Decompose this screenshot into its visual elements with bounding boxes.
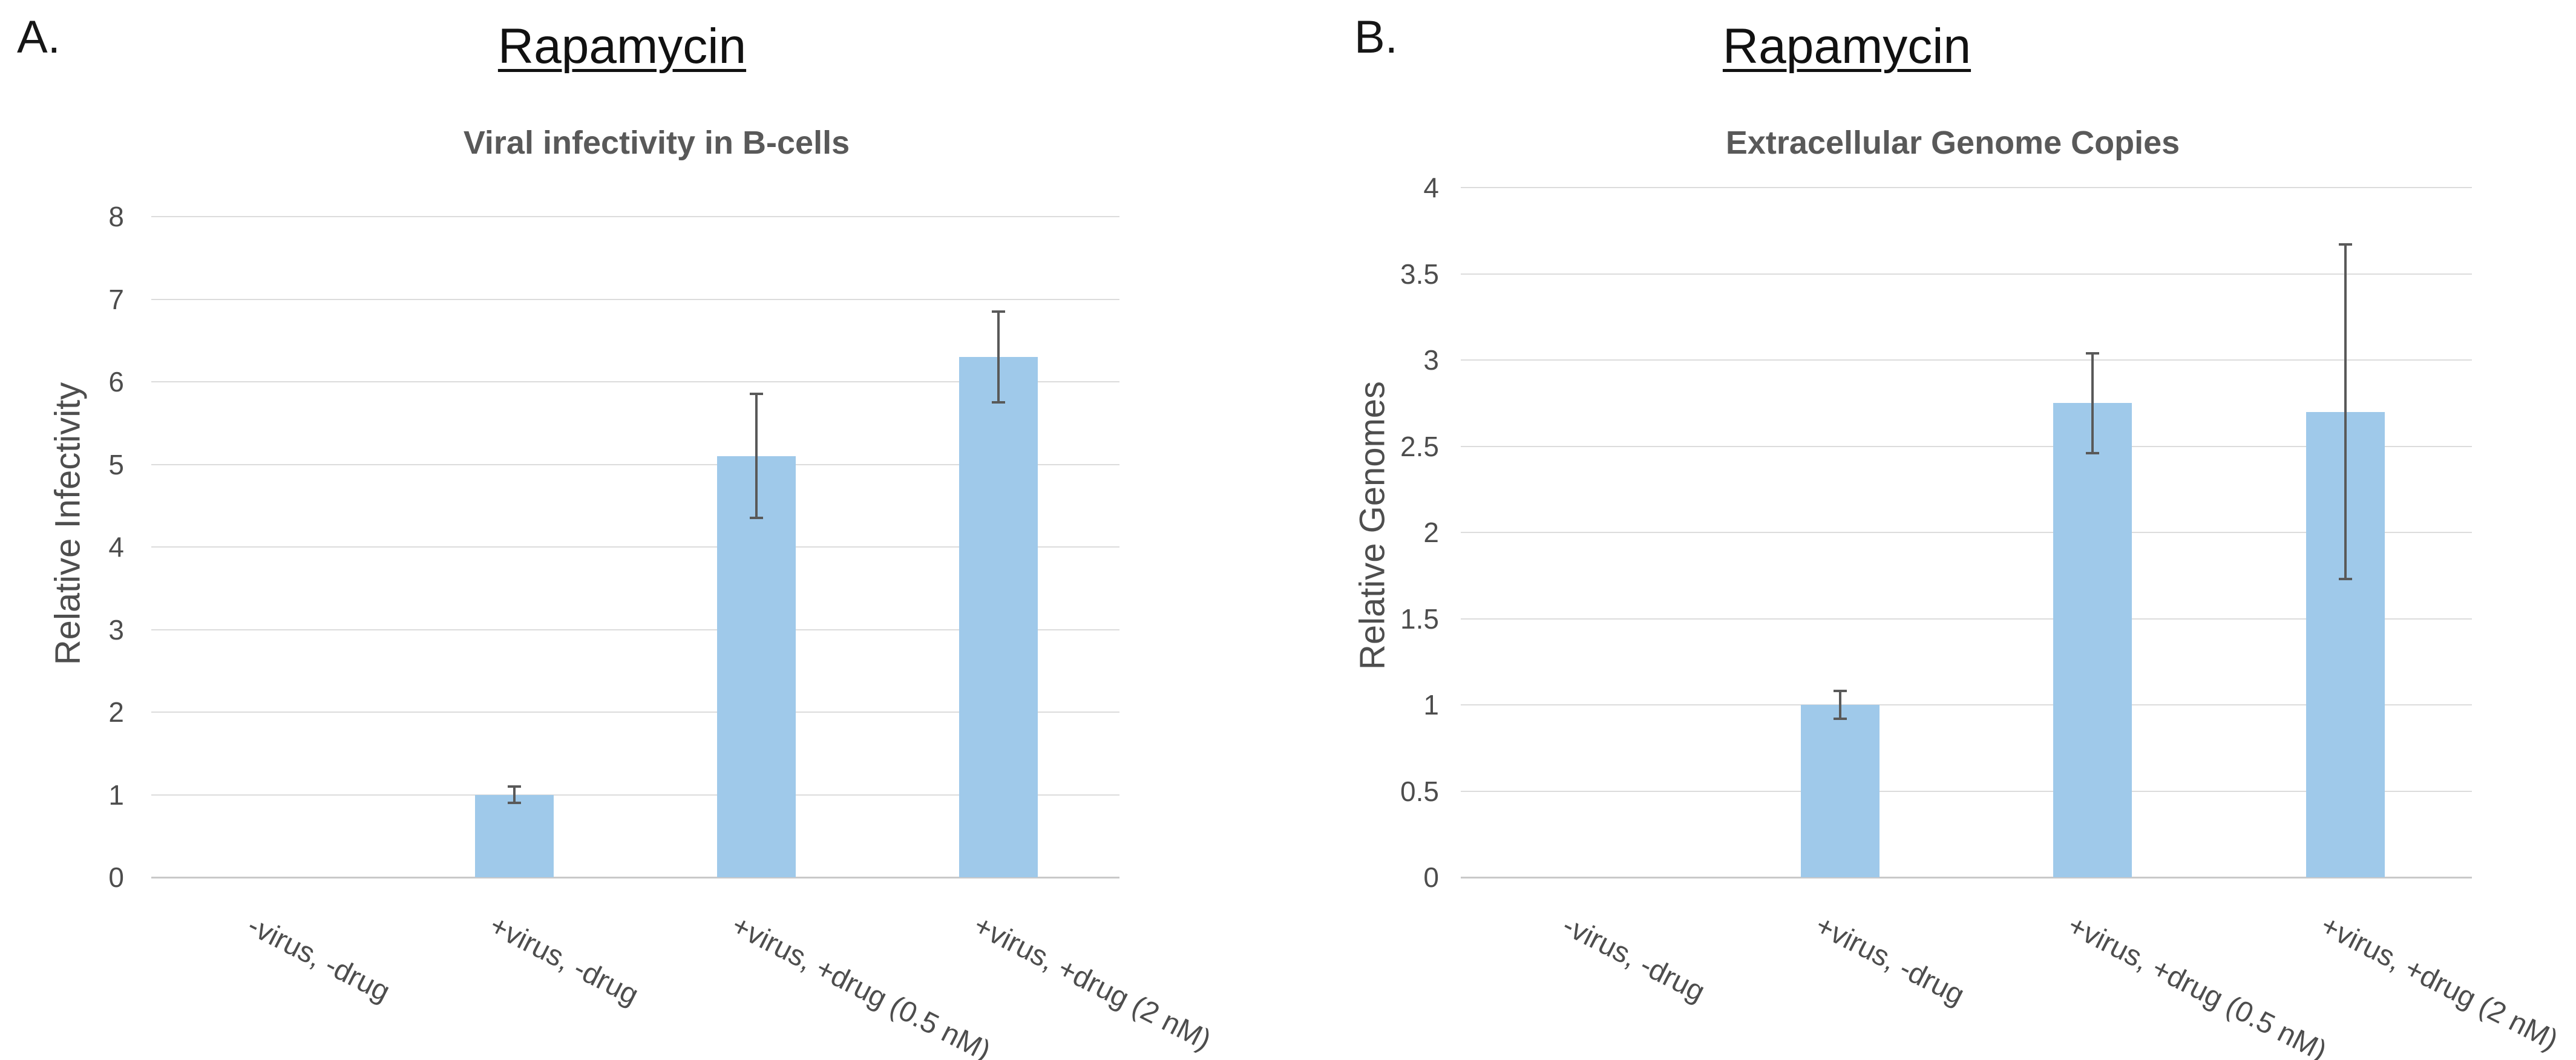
y-gridline: [151, 381, 1119, 382]
y-gridline: [151, 712, 1119, 713]
y-tick-label: 8: [108, 201, 124, 232]
panel-b-label: B.: [1354, 11, 1398, 63]
error-bar-cap-top: [2086, 352, 2100, 355]
error-bar-line: [997, 311, 1000, 403]
panel-a-title: Rapamycin: [350, 18, 894, 75]
y-gridline: [1461, 618, 2472, 620]
panel-a-subtitle: Viral infectivity in B-cells: [463, 125, 850, 161]
error-bar-cap-bottom: [1833, 717, 1847, 720]
y-tick-label: 2: [1423, 517, 1439, 548]
y-gridline: [151, 546, 1119, 548]
y-tick-label: 1: [1423, 689, 1439, 721]
x-tick-label: +virus, +drug (0.5 nM): [726, 909, 996, 1060]
y-gridline: [1461, 790, 2472, 792]
error-bar-cap-top: [750, 393, 763, 396]
y-gridline: [1461, 532, 2472, 533]
y-tick-label: 3: [108, 613, 124, 646]
y-tick-label: 0: [108, 862, 124, 893]
y-gridline: [1461, 704, 2472, 705]
error-bar-cap-bottom: [508, 802, 521, 805]
y-gridline: [1461, 445, 2472, 447]
panel-a-title-text: Rapamycin: [497, 19, 747, 74]
y-tick-label: 6: [108, 366, 124, 398]
y-gridline: [1461, 359, 2472, 361]
y-gridline: [151, 629, 1119, 630]
error-bar-line: [2344, 244, 2347, 579]
y-tick-label: 3.5: [1400, 258, 1439, 290]
x-tick-label: +virus, +drug (2 nM): [2315, 909, 2563, 1057]
y-gridline: [151, 216, 1119, 217]
error-bar-line: [1838, 691, 1841, 719]
y-gridline: [1461, 273, 2472, 275]
error-bar-cap-top: [1833, 690, 1847, 693]
panel-b-title: Rapamycin: [1575, 18, 2119, 75]
y-tick-label: 4: [108, 531, 124, 563]
error-bar-line: [513, 786, 516, 803]
bar: [475, 794, 554, 877]
error-bar-cap-top: [992, 310, 1005, 313]
y-tick-label: 1.5: [1400, 603, 1439, 635]
error-bar-cap-bottom: [750, 517, 763, 520]
bar: [2053, 403, 2132, 877]
x-axis-line: [151, 877, 1119, 878]
y-tick-label: 5: [108, 448, 124, 480]
y-tick-label: 2: [108, 696, 124, 728]
y-tick-label: 3: [1423, 344, 1439, 376]
y-tick-label: 2.5: [1400, 430, 1439, 462]
panel-a-label: A.: [17, 11, 61, 63]
error-bar-line: [2091, 353, 2094, 453]
error-bar-cap-bottom: [2339, 577, 2353, 580]
x-axis-line: [1461, 877, 2472, 878]
error-bar-cap-bottom: [992, 401, 1005, 404]
panel-b-title-text: Rapamycin: [1722, 19, 1971, 74]
bar: [717, 456, 796, 877]
x-tick-label: -virus, -drug: [242, 909, 395, 1009]
y-tick-label: 7: [108, 283, 124, 315]
y-gridline: [151, 463, 1119, 465]
bar: [959, 357, 1038, 877]
y-tick-label: 1: [108, 779, 124, 811]
y-tick-label: 0: [1423, 862, 1439, 893]
error-bar-cap-bottom: [2086, 451, 2100, 454]
y-gridline: [151, 794, 1119, 796]
panel-b-subtitle: Extracellular Genome Copies: [1725, 125, 2180, 161]
x-tick-label: +virus, -drug: [1810, 909, 1970, 1012]
error-bar-cap-top: [508, 785, 521, 788]
error-bar-cap-top: [2339, 243, 2353, 246]
y-tick-label: 4: [1423, 172, 1439, 203]
y-gridline: [1461, 187, 2472, 188]
error-bar-line: [755, 394, 758, 519]
bar: [1800, 705, 1880, 877]
x-tick-label: +virus, +drug (2 nM): [968, 909, 1216, 1057]
y-tick-label: 0.5: [1400, 775, 1439, 807]
y-gridline: [151, 298, 1119, 300]
x-tick-label: +virus, +drug (0.5 nM): [2062, 909, 2332, 1060]
x-tick-label: +virus, -drug: [484, 909, 644, 1012]
x-tick-label: -virus, -drug: [1557, 909, 1710, 1009]
